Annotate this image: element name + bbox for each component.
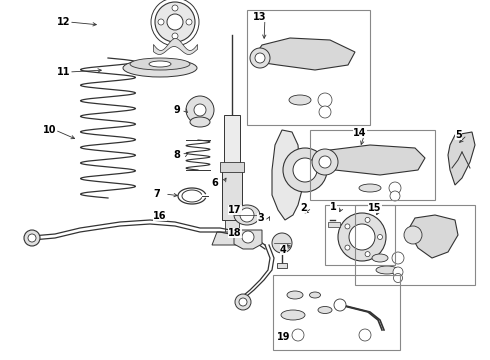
Bar [310,130,435,200]
Circle shape [172,5,178,11]
Circle shape [392,252,404,264]
Circle shape [172,33,178,39]
Circle shape [338,213,386,261]
Ellipse shape [130,58,190,70]
Circle shape [312,149,338,175]
Polygon shape [212,232,252,245]
Circle shape [242,231,254,243]
Circle shape [24,230,40,246]
Circle shape [389,182,401,194]
Text: 11: 11 [57,67,71,77]
Ellipse shape [234,205,260,225]
Circle shape [240,208,254,222]
Ellipse shape [318,306,332,314]
Ellipse shape [372,254,388,262]
Circle shape [272,233,292,253]
Circle shape [239,298,247,306]
Circle shape [292,329,304,341]
Ellipse shape [281,310,305,320]
Ellipse shape [376,266,398,274]
Text: 18: 18 [228,228,242,238]
Circle shape [293,158,317,182]
Bar [277,263,287,268]
Circle shape [186,19,192,25]
Ellipse shape [310,292,320,298]
Bar [355,205,475,285]
Circle shape [167,14,183,30]
Ellipse shape [149,61,171,67]
Text: 2: 2 [300,203,307,213]
Text: 14: 14 [353,128,367,138]
Circle shape [404,226,422,244]
Circle shape [393,267,403,277]
Text: 3: 3 [257,213,264,223]
Ellipse shape [123,59,197,77]
Circle shape [377,234,383,239]
Polygon shape [272,130,302,220]
Text: 6: 6 [211,178,218,188]
Circle shape [365,217,370,222]
Polygon shape [234,230,262,249]
Bar [220,162,244,172]
Text: 19: 19 [277,332,291,342]
Bar [224,115,240,170]
Ellipse shape [289,95,311,105]
Circle shape [235,294,251,310]
Circle shape [186,96,214,124]
Text: 1: 1 [330,202,337,212]
Bar [222,170,242,220]
Text: 12: 12 [57,17,71,27]
Text: 7: 7 [153,189,160,199]
Text: 4: 4 [280,245,287,255]
Text: 9: 9 [173,105,180,115]
Circle shape [345,224,350,229]
Circle shape [194,104,206,116]
Circle shape [349,224,375,250]
Text: 15: 15 [368,203,382,213]
Circle shape [158,19,164,25]
Bar [247,10,370,125]
Circle shape [359,329,371,341]
Circle shape [319,156,331,168]
Circle shape [28,234,36,242]
Circle shape [345,245,350,250]
Text: 13: 13 [253,12,267,22]
Circle shape [365,252,370,257]
Ellipse shape [190,117,210,127]
Circle shape [319,106,331,118]
Text: 16: 16 [153,211,167,221]
Circle shape [255,53,265,63]
Text: 17: 17 [228,205,242,215]
Circle shape [250,48,270,68]
Text: 5: 5 [455,130,462,140]
Circle shape [318,93,332,107]
Circle shape [155,2,195,42]
Bar [328,222,340,227]
Ellipse shape [287,291,303,299]
Circle shape [390,191,400,201]
Bar [273,275,400,350]
Text: 10: 10 [43,125,56,135]
Polygon shape [255,38,355,70]
Text: 8: 8 [173,150,180,160]
Polygon shape [408,215,458,258]
Circle shape [334,299,346,311]
Bar [325,205,395,265]
Circle shape [393,274,402,283]
Ellipse shape [359,184,381,192]
Polygon shape [448,132,475,185]
Circle shape [283,148,327,192]
Bar [225,220,239,232]
Polygon shape [320,145,425,175]
